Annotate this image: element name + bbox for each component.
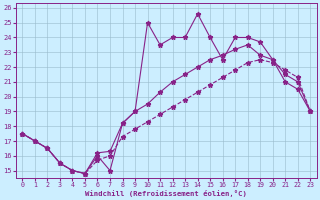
X-axis label: Windchill (Refroidissement éolien,°C): Windchill (Refroidissement éolien,°C) <box>85 190 247 197</box>
